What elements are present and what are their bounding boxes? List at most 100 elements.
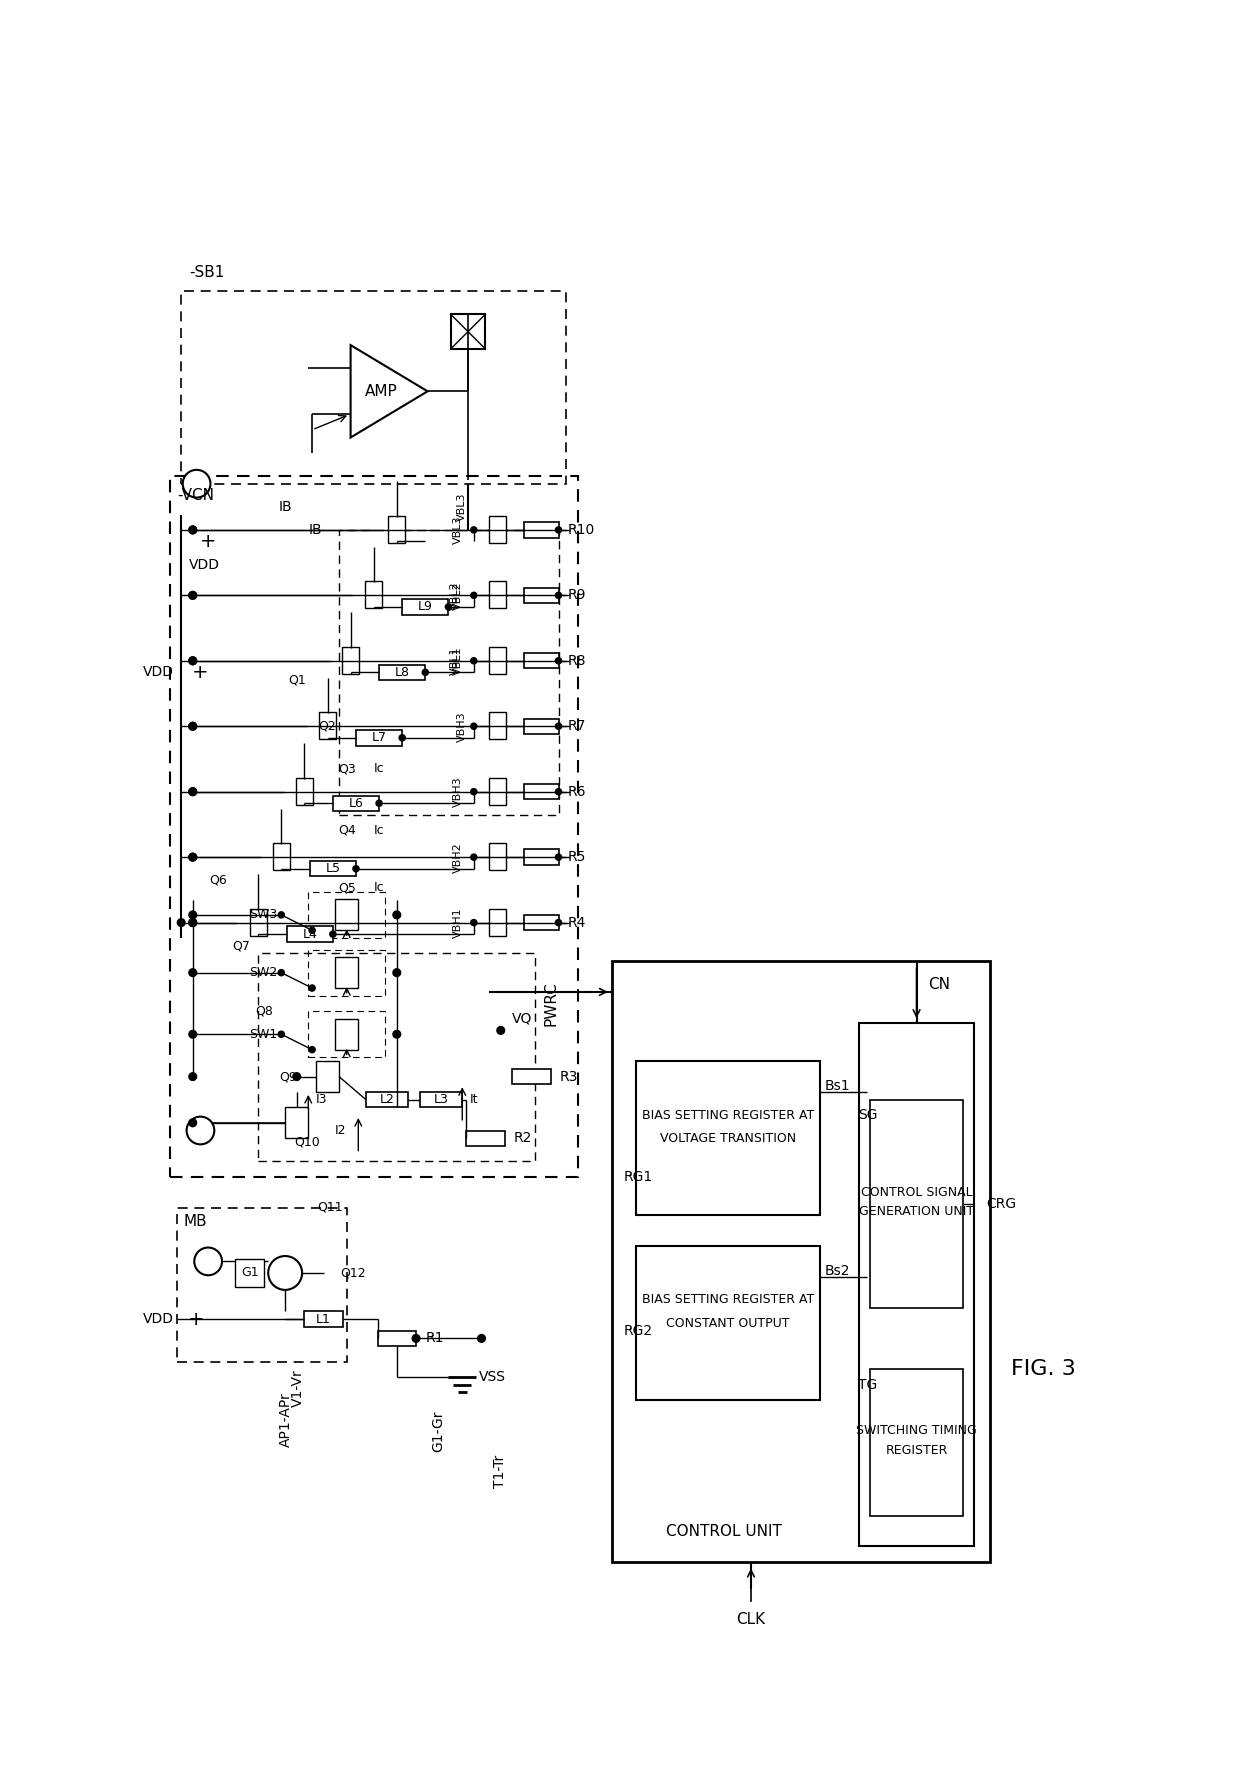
Text: G1: G1 [241,1266,259,1280]
Bar [490,516,506,543]
Circle shape [188,853,197,860]
Text: +: + [188,1310,205,1328]
Text: L7: L7 [372,732,387,744]
Bar [309,1010,386,1057]
Bar [402,600,449,614]
Bar [285,1107,309,1139]
Text: Q2: Q2 [319,719,336,734]
Bar [870,1369,962,1515]
Bar [870,1100,962,1308]
Text: VDD: VDD [143,1312,174,1326]
Bar [523,523,558,537]
Circle shape [556,657,562,664]
Text: VBH3: VBH3 [454,776,464,807]
Circle shape [556,723,562,730]
Bar [450,314,485,348]
Bar [335,1019,358,1050]
Bar [490,909,506,935]
Text: GENERATION UNIT: GENERATION UNIT [859,1205,975,1217]
Text: AMP: AMP [365,384,398,398]
Text: AP1-APr: AP1-APr [279,1392,293,1446]
Text: -SB1: -SB1 [188,264,224,280]
Bar [309,892,386,937]
Bar [420,1092,463,1107]
Circle shape [556,853,562,860]
Text: Q4: Q4 [337,823,356,837]
Circle shape [471,723,477,730]
Circle shape [445,603,451,610]
Text: VBL2: VBL2 [454,582,464,610]
Text: SWITCHING TIMING: SWITCHING TIMING [856,1424,977,1437]
Circle shape [556,593,562,598]
Circle shape [353,866,360,871]
Bar [286,926,332,942]
Circle shape [188,787,197,796]
Circle shape [471,527,477,534]
Text: L5: L5 [325,862,341,875]
Circle shape [399,735,405,741]
Circle shape [309,926,315,934]
Circle shape [188,657,197,664]
Text: VDD: VDD [143,666,174,680]
Text: L6: L6 [348,796,363,810]
Text: R6: R6 [568,785,587,798]
Bar [388,516,405,543]
Text: R1: R1 [425,1332,444,1346]
Text: Q7: Q7 [233,939,250,951]
Text: SW2: SW2 [249,966,278,980]
Bar [523,587,558,603]
Bar [366,582,382,609]
Bar [466,1130,505,1146]
Circle shape [188,910,197,919]
Text: I2: I2 [335,1125,347,1137]
Circle shape [278,969,284,976]
Text: TG: TG [858,1378,878,1392]
Text: SW3: SW3 [249,909,278,921]
Text: SW1: SW1 [249,1028,278,1041]
Circle shape [309,985,315,991]
Circle shape [278,912,284,917]
Text: L9: L9 [418,600,433,614]
Text: Ic: Ic [373,762,384,775]
Text: IB: IB [309,523,322,537]
Bar [490,843,506,871]
Text: R8: R8 [568,653,587,668]
Circle shape [195,1248,222,1274]
Text: Q10: Q10 [294,1135,320,1148]
Circle shape [556,527,562,534]
Bar [339,530,558,814]
Circle shape [188,723,197,730]
Text: VOLTAGE TRANSITION: VOLTAGE TRANSITION [660,1132,796,1144]
Text: IB: IB [278,500,291,514]
Circle shape [182,469,211,498]
Circle shape [177,919,185,926]
Circle shape [556,919,562,926]
Text: L8: L8 [394,666,409,678]
Circle shape [188,787,197,796]
Polygon shape [351,345,428,437]
Bar [379,664,425,680]
Text: R7: R7 [568,719,587,734]
Circle shape [188,1030,197,1039]
Text: Ic: Ic [373,823,384,837]
Text: VBL3: VBL3 [458,493,467,521]
Text: Bs1: Bs1 [825,1078,849,1092]
Text: Ic: Ic [373,882,384,894]
Circle shape [471,919,477,926]
Bar [170,477,578,1176]
Circle shape [188,527,197,534]
Text: I3: I3 [316,1092,327,1107]
Text: G1-Gr: G1-Gr [432,1410,445,1451]
Circle shape [188,657,197,664]
Circle shape [393,969,401,976]
Text: CONTROL UNIT: CONTROL UNIT [666,1524,782,1539]
Circle shape [477,1335,485,1342]
Bar [635,1246,821,1399]
Bar [490,712,506,739]
Bar [309,950,386,996]
Circle shape [188,591,197,600]
Text: Q9: Q9 [279,1069,296,1083]
Circle shape [376,800,382,807]
Text: VBL2: VBL2 [450,582,460,610]
Bar [523,653,558,669]
